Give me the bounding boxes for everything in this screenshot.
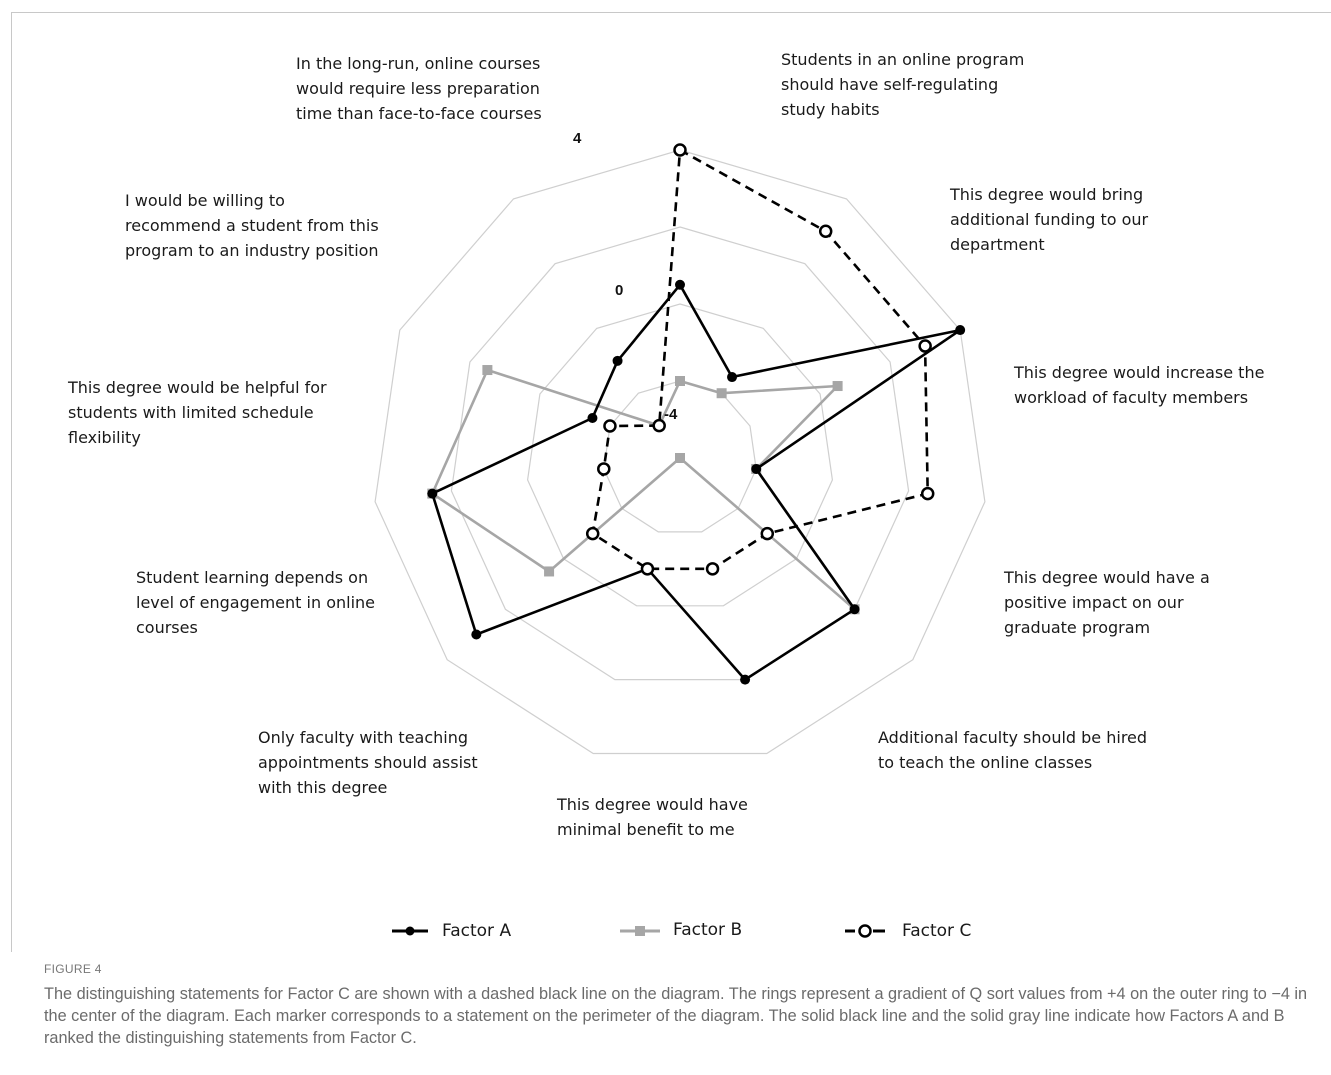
statement-label-engagement: Student learning depends on level of eng… bbox=[136, 565, 375, 640]
data-point-factor-b bbox=[482, 365, 493, 376]
statement-line: students with limited schedule bbox=[68, 403, 314, 422]
statement-line: In the long-run, online courses bbox=[296, 54, 541, 73]
statement-line: minimal benefit to me bbox=[557, 820, 735, 839]
statement-line: would require less preparation bbox=[296, 79, 540, 98]
data-point-factor-c bbox=[918, 339, 932, 353]
figure-frame bbox=[11, 12, 1331, 952]
statement-label-minimal-benefit: This degree would have minimal benefit t… bbox=[557, 792, 748, 842]
statement-line: This degree would have bbox=[557, 795, 748, 814]
legend-swatch-factor-c bbox=[845, 924, 885, 938]
statement-line: time than face-to-face courses bbox=[296, 104, 542, 123]
data-point-factor-a bbox=[675, 279, 685, 290]
statement-line: workload of faculty members bbox=[1014, 388, 1249, 407]
statement-line: This degree would increase the bbox=[1014, 363, 1265, 382]
legend-swatch-factor-b bbox=[620, 926, 660, 936]
statement-line: level of engagement in online bbox=[136, 593, 375, 612]
statement-label-preparation-time: In the long-run, online courses would re… bbox=[296, 51, 542, 126]
grid-ring bbox=[603, 380, 757, 533]
data-point-factor-b bbox=[675, 376, 685, 386]
figure-caption: The distinguishing statements for Factor… bbox=[44, 985, 1308, 1047]
statement-line: Student learning depends on bbox=[136, 568, 369, 587]
data-point-factor-b bbox=[675, 453, 685, 463]
statement-line: should have self-regulating bbox=[781, 75, 999, 94]
statement-line: appointments should assist bbox=[258, 753, 478, 772]
statement-line: with this degree bbox=[258, 778, 388, 797]
statement-line: to teach the online classes bbox=[878, 753, 1093, 772]
data-point-factor-a bbox=[740, 674, 751, 685]
data-point-factor-a bbox=[471, 629, 482, 640]
data-point-factor-c bbox=[920, 486, 935, 501]
statement-line: study habits bbox=[781, 100, 880, 119]
data-point-factor-c bbox=[705, 562, 720, 576]
ring-label-center: -4 bbox=[664, 406, 678, 423]
data-point-factor-c bbox=[652, 418, 666, 433]
legend-label-factor-c: Factor C bbox=[902, 921, 972, 941]
statement-label-additional-faculty: Additional faculty should be hired to te… bbox=[878, 725, 1147, 775]
data-point-factor-b bbox=[544, 566, 555, 577]
statement-line: department bbox=[950, 235, 1045, 254]
figure-label: FIGURE 4 bbox=[44, 962, 102, 976]
statement-label-workload: This degree would increase the workload … bbox=[1014, 360, 1264, 410]
statement-label-graduate-program: This degree would have a positive impact… bbox=[1004, 565, 1210, 640]
data-point-factor-c bbox=[585, 526, 600, 541]
data-point-factor-a bbox=[727, 372, 738, 383]
grid-ring bbox=[374, 149, 986, 755]
data-point-factor-c bbox=[597, 462, 611, 476]
legend-swatch-factor-a bbox=[392, 926, 428, 936]
statement-line: This degree would bring bbox=[950, 185, 1144, 204]
statement-line: I would be willing to bbox=[125, 191, 285, 210]
statement-line: This degree would have a bbox=[1004, 568, 1210, 587]
series-line-factor-a bbox=[430, 283, 962, 681]
statement-label-recommend-student: I would be willing to recommend a studen… bbox=[125, 188, 379, 263]
series-line-factor-c bbox=[591, 148, 930, 571]
statement-label-self-regulating: Students in an online program should hav… bbox=[781, 47, 1024, 122]
statement-line: recommend a student from this bbox=[125, 216, 379, 235]
statement-line: This degree would be helpful for bbox=[68, 378, 327, 397]
data-point-factor-a bbox=[427, 488, 438, 499]
statement-label-schedule-flexibility: This degree would be helpful for student… bbox=[68, 375, 327, 450]
data-point-factor-b bbox=[716, 388, 727, 399]
radar-chart bbox=[374, 143, 986, 755]
data-point-factor-c bbox=[818, 224, 833, 239]
statement-label-funding: This degree would bring additional fundi… bbox=[950, 182, 1148, 257]
data-point-factor-b bbox=[832, 381, 843, 392]
data-point-factor-c bbox=[640, 562, 655, 576]
data-point-factor-c bbox=[673, 143, 687, 157]
statement-line: courses bbox=[136, 618, 198, 637]
statement-line: graduate program bbox=[1004, 618, 1151, 637]
radar-grid bbox=[374, 149, 986, 755]
data-point-factor-a bbox=[849, 604, 860, 615]
statement-line: Only faculty with teaching bbox=[258, 728, 469, 747]
statement-line: additional funding to our bbox=[950, 210, 1149, 229]
ring-label-middle: 0 bbox=[615, 282, 624, 299]
data-point-factor-a bbox=[751, 463, 762, 474]
data-point-factor-a bbox=[612, 355, 623, 366]
statement-line: Students in an online program bbox=[781, 50, 1025, 69]
statement-line: flexibility bbox=[68, 428, 141, 447]
statement-line: program to an industry position bbox=[125, 241, 379, 260]
ring-label-outer: 4 bbox=[573, 130, 582, 147]
grid-ring bbox=[450, 226, 910, 681]
data-point-factor-a bbox=[587, 413, 598, 424]
series-layer bbox=[427, 143, 966, 685]
legend-label-factor-b: Factor B bbox=[673, 920, 743, 940]
legend-label-factor-a: Factor A bbox=[442, 921, 512, 941]
data-point-factor-a bbox=[955, 325, 966, 336]
statement-label-teaching-appointments: Only faculty with teaching appointments … bbox=[258, 725, 478, 800]
data-point-factor-c bbox=[760, 526, 775, 541]
data-point-factor-c bbox=[603, 419, 617, 433]
statement-line: positive impact on our bbox=[1004, 593, 1184, 612]
statement-line: Additional faculty should be hired bbox=[878, 728, 1148, 747]
